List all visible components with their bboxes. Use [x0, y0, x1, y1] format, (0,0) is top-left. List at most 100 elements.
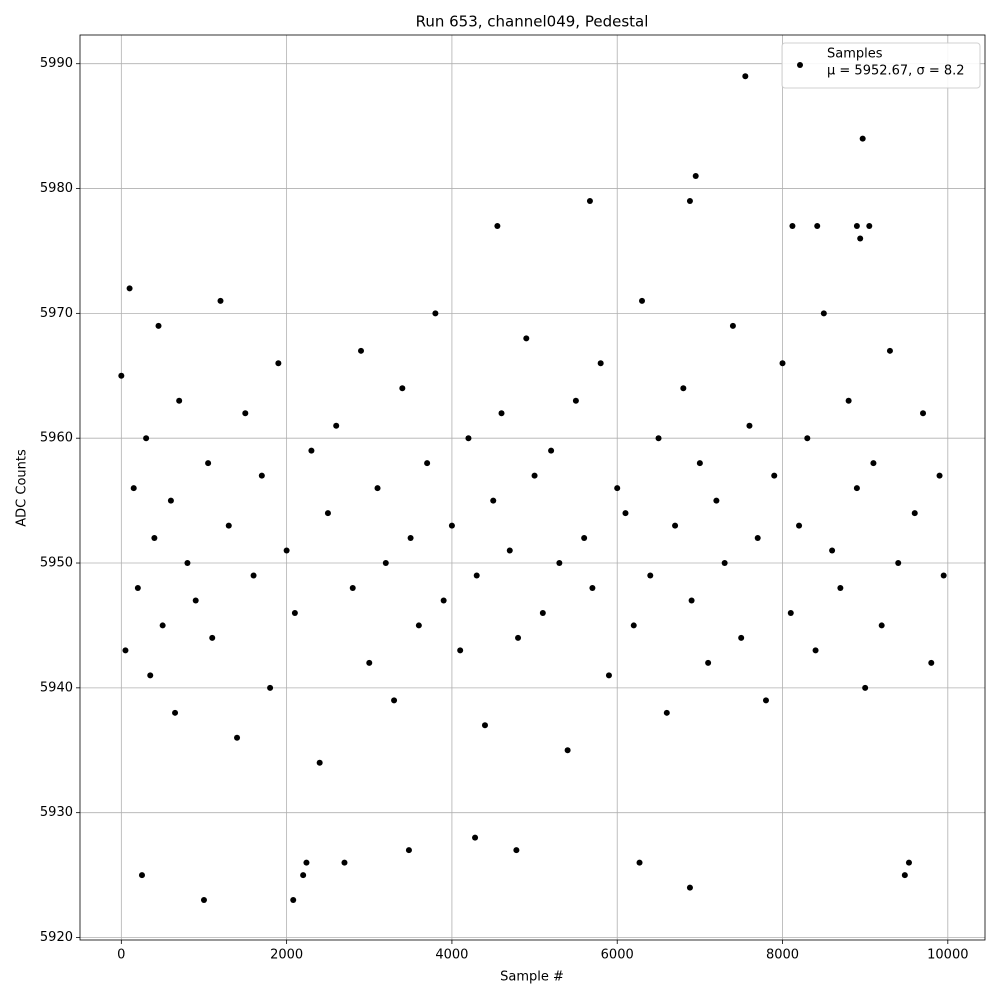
point	[705, 659, 712, 666]
point	[333, 422, 340, 429]
point	[940, 572, 947, 579]
point	[866, 222, 873, 229]
point	[126, 285, 133, 292]
point	[729, 322, 736, 329]
point	[399, 385, 406, 392]
point	[605, 672, 612, 679]
point	[589, 584, 596, 591]
point	[494, 222, 501, 229]
point	[746, 422, 753, 429]
point	[506, 547, 513, 554]
point	[498, 410, 505, 417]
point	[686, 198, 693, 205]
point	[192, 597, 199, 604]
point	[672, 522, 679, 529]
point	[432, 310, 439, 317]
point	[349, 584, 356, 591]
point	[531, 472, 538, 479]
x-tick-label: 0	[117, 948, 125, 963]
point	[742, 73, 749, 80]
point	[572, 397, 579, 404]
point	[134, 584, 141, 591]
point	[209, 634, 216, 641]
point	[862, 684, 869, 691]
point	[358, 347, 365, 354]
point	[155, 322, 162, 329]
point	[374, 485, 381, 492]
point	[122, 647, 129, 654]
point	[200, 897, 207, 904]
point	[686, 884, 693, 891]
point	[481, 722, 488, 729]
point	[853, 222, 860, 229]
point	[845, 397, 852, 404]
point	[771, 472, 778, 479]
point	[448, 522, 455, 529]
y-tick-label: 5980	[40, 181, 73, 196]
x-tick-label: 4000	[435, 948, 468, 963]
point	[172, 709, 179, 716]
point	[556, 560, 563, 567]
point	[151, 535, 158, 542]
point	[473, 572, 480, 579]
point	[407, 535, 414, 542]
point	[762, 697, 769, 704]
point	[465, 435, 472, 442]
point	[928, 659, 935, 666]
point	[738, 634, 745, 641]
point	[308, 447, 315, 454]
point	[275, 360, 282, 367]
point	[424, 460, 431, 467]
point	[586, 198, 593, 205]
point	[291, 609, 298, 616]
point	[936, 472, 943, 479]
point	[837, 584, 844, 591]
point	[548, 447, 555, 454]
point	[820, 310, 827, 317]
point	[779, 360, 786, 367]
point	[630, 622, 637, 629]
point	[415, 622, 422, 629]
point	[796, 522, 803, 529]
chart-title: Run 653, channel049, Pedestal	[416, 13, 649, 31]
point	[490, 497, 497, 504]
point	[647, 572, 654, 579]
y-tick-label: 5940	[40, 680, 73, 695]
x-tick-label: 10000	[927, 948, 968, 963]
point	[688, 597, 695, 604]
y-tick-label: 5950	[40, 556, 73, 571]
point	[814, 222, 821, 229]
point	[167, 497, 174, 504]
point	[713, 497, 720, 504]
point	[513, 847, 520, 854]
point	[391, 697, 398, 704]
point	[147, 672, 154, 679]
point	[234, 734, 241, 741]
point	[636, 859, 643, 866]
point	[130, 485, 137, 492]
point	[176, 397, 183, 404]
point	[696, 460, 703, 467]
point	[614, 485, 621, 492]
point	[857, 235, 864, 242]
point	[754, 535, 761, 542]
point	[597, 360, 604, 367]
point	[639, 297, 646, 304]
plot-frame	[79, 34, 986, 941]
point	[138, 872, 145, 879]
point	[663, 709, 670, 716]
point	[267, 684, 274, 691]
point	[300, 872, 307, 879]
point	[515, 634, 522, 641]
point	[901, 872, 908, 879]
point	[250, 572, 257, 579]
point	[225, 522, 232, 529]
point	[920, 410, 927, 417]
x-axis-label: Sample #	[500, 970, 564, 985]
point	[692, 173, 699, 180]
y-tick-label: 5960	[40, 431, 73, 446]
point	[316, 759, 323, 766]
point	[539, 609, 546, 616]
point	[523, 335, 530, 342]
